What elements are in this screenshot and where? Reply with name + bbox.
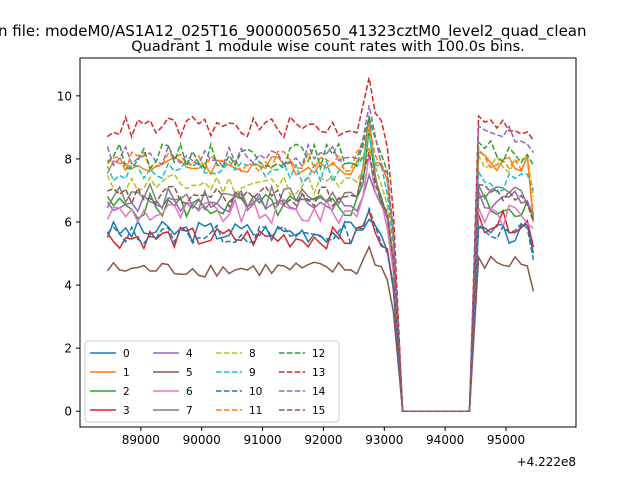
x-tick-label: 95000 [487, 433, 525, 447]
legend-label: 4 [186, 348, 193, 360]
legend-label: 14 [312, 386, 326, 398]
x-tick-label: 94000 [426, 433, 464, 447]
plot-frame [79, 57, 577, 428]
y-tick-label: 6 [64, 216, 72, 230]
x-tick-label: 90000 [183, 433, 221, 447]
x-axis: 89000 90000 91000 92000 93000 94000 95000 [122, 427, 525, 447]
legend-label: 11 [249, 405, 262, 417]
legend-label: 15 [312, 405, 325, 417]
legend-label: 0 [123, 348, 130, 360]
series-line-15 [107, 151, 535, 412]
legend-label: 5 [186, 367, 193, 379]
legend-box [84, 340, 340, 423]
x-tick-label: 91000 [243, 433, 281, 447]
y-tick-label: 2 [64, 342, 72, 356]
y-tick-label: 4 [64, 279, 72, 293]
legend-label: 13 [312, 367, 325, 379]
y-tick-label: 8 [64, 152, 72, 166]
legend-label: 8 [249, 348, 256, 360]
y-tick-label: 0 [64, 405, 72, 419]
y-tick-label: 10 [57, 89, 72, 103]
legend-label: 6 [186, 386, 193, 398]
legend-label: 1 [123, 367, 130, 379]
series-layer [106, 77, 535, 412]
x-offset-label: +4.222e8 [517, 455, 576, 469]
legend-label: 9 [249, 367, 256, 379]
x-tick-label: 93000 [365, 433, 403, 447]
x-tick-label: 92000 [304, 433, 342, 447]
legend-label: 2 [123, 386, 130, 398]
legend-label: 12 [312, 348, 325, 360]
chart-title: Quadrant 1 module wise count rates with … [131, 39, 525, 55]
legend-label: 10 [249, 386, 262, 398]
series-line-10 [106, 206, 535, 412]
legend-label: 7 [186, 405, 193, 417]
x-tick-label: 89000 [122, 433, 160, 447]
figure-suptitle: n file: modeM0/AS1A12_025T16_9000005650_… [0, 22, 587, 41]
y-axis: 0 2 4 6 8 10 [57, 89, 80, 419]
legend-label: 3 [123, 405, 130, 417]
